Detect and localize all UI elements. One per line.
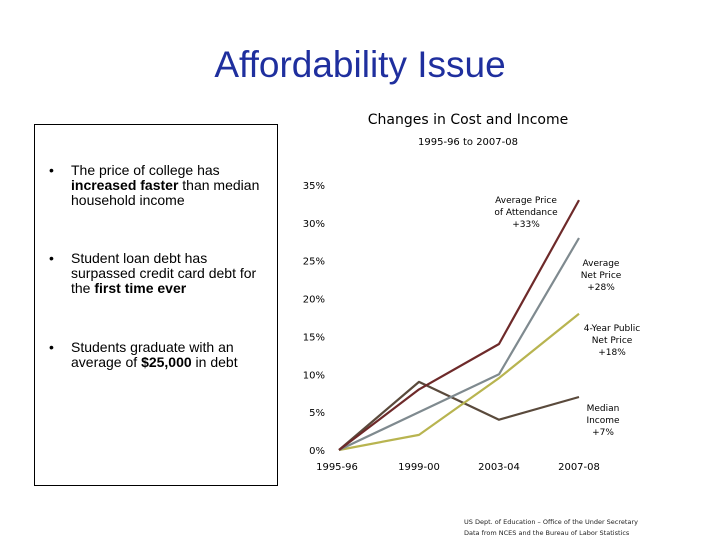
series-label: 4-Year Public (584, 324, 641, 334)
series-label: Average (583, 259, 620, 269)
bullet-bold-text: $25,000 (141, 354, 192, 370)
bullet-item: • Student loan debt has surpassed credit… (49, 251, 275, 296)
series-label: +7% (592, 428, 614, 438)
series-label: +18% (598, 348, 626, 358)
x-tick-label: 1995-96 (316, 462, 358, 473)
bullet-bold-text: first time ever (94, 280, 187, 296)
bullet-text: than median household income (71, 177, 260, 208)
chart-subtitle: 1995-96 to 2007-08 (418, 137, 518, 148)
source-note-line1: US Dept. of Education – Office of the Un… (464, 518, 638, 526)
bullet-dot: • (49, 339, 54, 355)
bullet-text: Students graduate with an average of (71, 339, 234, 370)
y-tick-label: 25% (303, 257, 325, 268)
y-tick-label: 0% (309, 446, 325, 457)
series-line (338, 199, 580, 451)
series-line (338, 237, 580, 451)
series-line (338, 312, 580, 452)
bullet-dot: • (49, 250, 54, 266)
x-tick-label: 2007-08 (558, 462, 600, 473)
bullet-dot: • (49, 162, 54, 178)
x-tick-label: 1999-00 (398, 462, 440, 473)
x-tick-label: 2003-04 (478, 462, 520, 473)
chart-title: Changes in Cost and Income (368, 112, 568, 128)
bullet-item: • The price of college has increased fas… (49, 163, 275, 208)
series-label: +33% (512, 220, 540, 230)
y-tick-label: 10% (303, 370, 325, 381)
series-label: Net Price (592, 336, 633, 346)
series-label: +28% (587, 283, 615, 293)
series-line (338, 380, 580, 451)
y-tick-label: 35% (303, 181, 325, 192)
bullet-text: Student loan debt has surpassed credit c… (71, 250, 257, 296)
bullet-text: The price of college has (71, 162, 220, 178)
source-note-line2: Data from NCES and the Bureau of Labor S… (464, 529, 630, 537)
y-tick-label: 15% (303, 332, 325, 343)
series-label: Income (586, 416, 620, 426)
y-tick-label: 5% (309, 408, 325, 419)
bullet-bold-text: increased faster (71, 177, 179, 193)
bullet-text: in debt (191, 354, 238, 370)
series-label: Median (587, 404, 620, 414)
y-tick-label: 20% (303, 295, 325, 306)
bullet-item: • Students graduate with an average of $… (49, 340, 275, 370)
y-tick-label: 30% (303, 219, 325, 230)
slide-title: Affordability Issue (214, 44, 506, 85)
bullet-box: • The price of college has increased fas… (34, 124, 278, 486)
series-label: Net Price (581, 271, 622, 281)
series-label: of Attendance (494, 208, 558, 218)
series-label: Average Price (495, 196, 557, 206)
